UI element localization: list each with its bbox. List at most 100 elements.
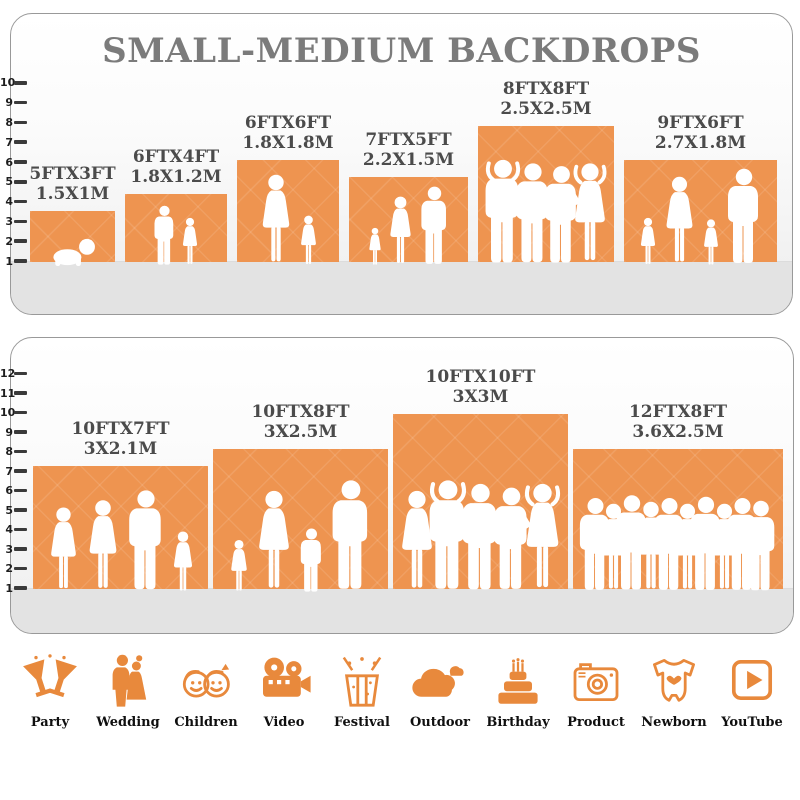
ruler-tick-6: 6 xyxy=(0,154,27,170)
tick-dash xyxy=(14,371,27,376)
tick-dash xyxy=(14,391,27,395)
tick-dash xyxy=(14,239,27,243)
outdoor-icon xyxy=(412,652,468,708)
people-silhouettes xyxy=(30,236,115,268)
backdrop-size-label: 10FTX8FT 3X2.5M xyxy=(251,402,349,443)
size-m: 1.8X1.2M xyxy=(130,167,222,188)
tick-number: 8 xyxy=(5,445,13,458)
category-label: Party xyxy=(30,715,70,730)
backdrop-5ftx3ft: 5FTX3FT 1.5X1M xyxy=(29,164,116,266)
category-party: Party xyxy=(14,652,86,730)
backdrop-rect xyxy=(30,211,115,266)
baseline-strip xyxy=(11,261,792,314)
man-silhouette xyxy=(125,489,167,595)
tick-number: 4 xyxy=(5,523,13,536)
ruler-tick-5: 5 xyxy=(0,502,27,518)
size-m: 2.7X1.8M xyxy=(654,133,747,154)
category-label: Festival xyxy=(334,715,390,730)
people-silhouettes xyxy=(237,174,339,268)
backdrop-size-label: 7FTX5FT 2.2X1.5M xyxy=(363,130,454,171)
ruler-tick-2: 2 xyxy=(0,561,27,577)
woman-silhouette xyxy=(386,196,415,268)
backdrop-10ftx8ft: 10FTX8FT 3X2.5M xyxy=(213,402,388,592)
ruler-tick-1: 1 xyxy=(0,253,27,269)
ruler-tick-11: 11 xyxy=(0,385,27,401)
category-festival: Festival xyxy=(326,652,398,730)
ruler-tick-1: 1 xyxy=(0,580,27,596)
girl-silhouette xyxy=(180,217,200,268)
category-birthday: Birthday xyxy=(482,652,554,730)
size-ft: 10FTX8FT xyxy=(251,401,350,422)
size-ft: 8FTX8FT xyxy=(502,78,590,99)
category-label: Birthday xyxy=(486,715,550,730)
woman-silhouette xyxy=(46,506,81,595)
toddler-silhouette xyxy=(367,227,383,268)
category-youtube: YouTube xyxy=(716,652,788,730)
size-ft: 7FTX5FT xyxy=(365,129,452,150)
ruler-tick-9: 9 xyxy=(0,424,27,440)
panel-small-medium-bottom: 10FTX7FT 3X2.1M 10FTX8FT 3X2.5M 10FTX10FT 3X3… xyxy=(10,337,794,634)
tick-number: 6 xyxy=(5,484,13,497)
youtube-icon xyxy=(724,652,780,708)
page-title: SMALL-MEDIUM BACKDROPS xyxy=(102,31,701,71)
category-video: Video xyxy=(248,652,320,730)
size-ft: 10FTX10FT xyxy=(425,366,536,387)
man-silhouette xyxy=(724,168,764,268)
tick-number: 5 xyxy=(5,503,13,517)
woman-arms-up-silhouette xyxy=(520,483,565,595)
backdrop-rect xyxy=(33,466,208,591)
children-icon xyxy=(178,652,234,708)
tick-number: 11 xyxy=(0,386,16,400)
people-silhouettes xyxy=(33,489,208,595)
size-m: 1.5X1M xyxy=(35,184,110,205)
tick-number: 9 xyxy=(5,425,13,439)
backdrop-rect xyxy=(213,449,388,592)
tick-number: 3 xyxy=(5,542,13,556)
ruler-tick-3: 3 xyxy=(0,213,27,229)
backdrop-rect xyxy=(393,414,568,590)
people-silhouettes xyxy=(478,159,614,268)
size-ft: 6FTX4FT xyxy=(132,146,220,167)
ruler-tick-7: 7 xyxy=(0,134,27,150)
backdrop-size-label: 10FTX7FT 3X2.1M xyxy=(71,419,169,460)
tick-number: 9 xyxy=(5,96,13,110)
girl-silhouette xyxy=(228,539,250,595)
backdrop-size-label: 6FTX6FT 1.8X1.8M xyxy=(242,113,333,154)
tick-dash xyxy=(14,199,27,204)
tick-dash xyxy=(14,100,27,105)
crawling-baby-silhouette xyxy=(45,236,101,268)
backdrop-size-label: 5FTX3FT 1.5X1M xyxy=(29,164,115,205)
tick-number: 7 xyxy=(5,135,13,149)
people-silhouettes xyxy=(393,479,568,595)
panel-small-medium-top: SMALL-MEDIUM BACKDROPS 5FTX3FT 1.5X1M 6FTX… xyxy=(10,13,793,315)
woman-arms-up-silhouette xyxy=(569,162,611,268)
woman-silhouette xyxy=(661,176,698,268)
birthday-icon xyxy=(490,652,546,708)
woman-silhouette xyxy=(84,499,122,595)
tick-dash xyxy=(14,120,27,125)
ruler-tick-8: 8 xyxy=(0,114,27,130)
size-ft: 6FTX6FT xyxy=(244,112,332,133)
ruler-tick-7: 7 xyxy=(0,463,27,479)
category-label: YouTube xyxy=(721,715,783,730)
size-m: 2.2X1.5M xyxy=(362,150,455,171)
backdrop-rect xyxy=(349,177,468,265)
ruler-tick-8: 8 xyxy=(0,444,27,460)
tick-dash xyxy=(14,488,27,493)
category-label: Children xyxy=(174,715,238,730)
wedding-icon xyxy=(100,652,156,708)
tick-number: 2 xyxy=(5,562,13,575)
ruler-tick-4: 4 xyxy=(0,194,27,210)
backdrop-rect xyxy=(237,160,339,265)
man-silhouette xyxy=(512,162,554,268)
boy-silhouette xyxy=(298,528,325,595)
ruler-tick-9: 9 xyxy=(0,95,27,111)
tick-dash xyxy=(14,180,27,184)
tick-dash xyxy=(14,219,27,224)
backdrop-size-label: 8FTX8FT 2.5X2.5M xyxy=(500,79,591,120)
tick-dash xyxy=(14,469,27,473)
people-silhouettes xyxy=(624,168,777,268)
backdrop-size-label: 9FTX6FT 2.7X1.8M xyxy=(655,113,746,154)
ruler-tick-10: 10 xyxy=(0,75,27,91)
